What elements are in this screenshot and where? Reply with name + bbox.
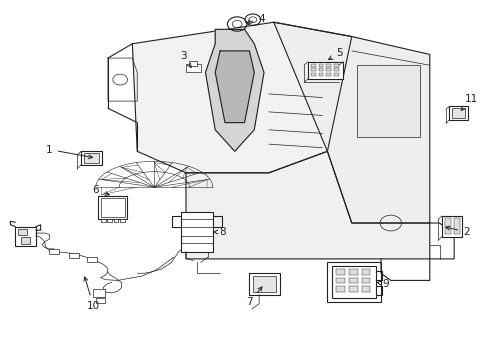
Bar [49,249,59,254]
Bar [15,226,36,246]
Bar [348,286,357,292]
Bar [361,286,369,292]
Bar [361,269,369,275]
Bar [445,219,450,234]
Bar [335,286,344,292]
Bar [327,262,380,302]
Bar [249,273,279,295]
Bar [310,64,315,67]
Text: 3: 3 [180,51,191,67]
Bar [101,198,124,217]
Bar [87,257,97,262]
Text: 2: 2 [445,226,468,237]
Text: 10: 10 [84,277,100,311]
Bar [21,237,30,244]
Polygon shape [185,151,429,259]
Bar [361,278,369,283]
Bar [356,65,419,137]
Bar [18,229,27,235]
Polygon shape [273,22,429,223]
Bar [252,276,276,292]
Bar [81,151,102,165]
Text: 6: 6 [92,185,109,195]
Bar [69,253,79,258]
Bar [335,278,344,283]
Bar [310,73,315,76]
Bar [335,269,344,275]
Bar [96,298,105,303]
Bar [326,64,330,67]
Polygon shape [132,22,351,173]
Bar [120,220,124,222]
Bar [326,68,330,71]
Bar [318,64,323,67]
Bar [318,73,323,76]
Bar [326,73,330,76]
Bar [114,220,118,222]
Bar [310,68,315,71]
Bar [185,64,200,72]
Bar [107,220,112,222]
Bar [453,219,459,234]
Bar [348,269,357,275]
Text: 11: 11 [460,94,477,111]
Bar [451,108,465,118]
Text: 1: 1 [46,144,92,159]
Text: 8: 8 [213,227,225,237]
Bar [348,278,357,283]
Bar [333,68,338,71]
Bar [93,289,105,297]
Bar [84,153,99,163]
Bar [448,107,467,120]
Bar [189,61,197,66]
Polygon shape [205,30,264,151]
Bar [331,266,375,298]
Text: 4: 4 [246,14,264,24]
Bar [101,220,105,222]
Bar [98,196,127,220]
Bar [181,212,212,252]
Text: 9: 9 [376,279,388,289]
Text: 7: 7 [245,287,262,307]
Polygon shape [215,51,254,123]
Bar [318,68,323,71]
Bar [333,64,338,67]
Bar [441,216,462,237]
Bar [333,73,338,76]
Text: 5: 5 [328,48,342,60]
Bar [307,62,342,79]
